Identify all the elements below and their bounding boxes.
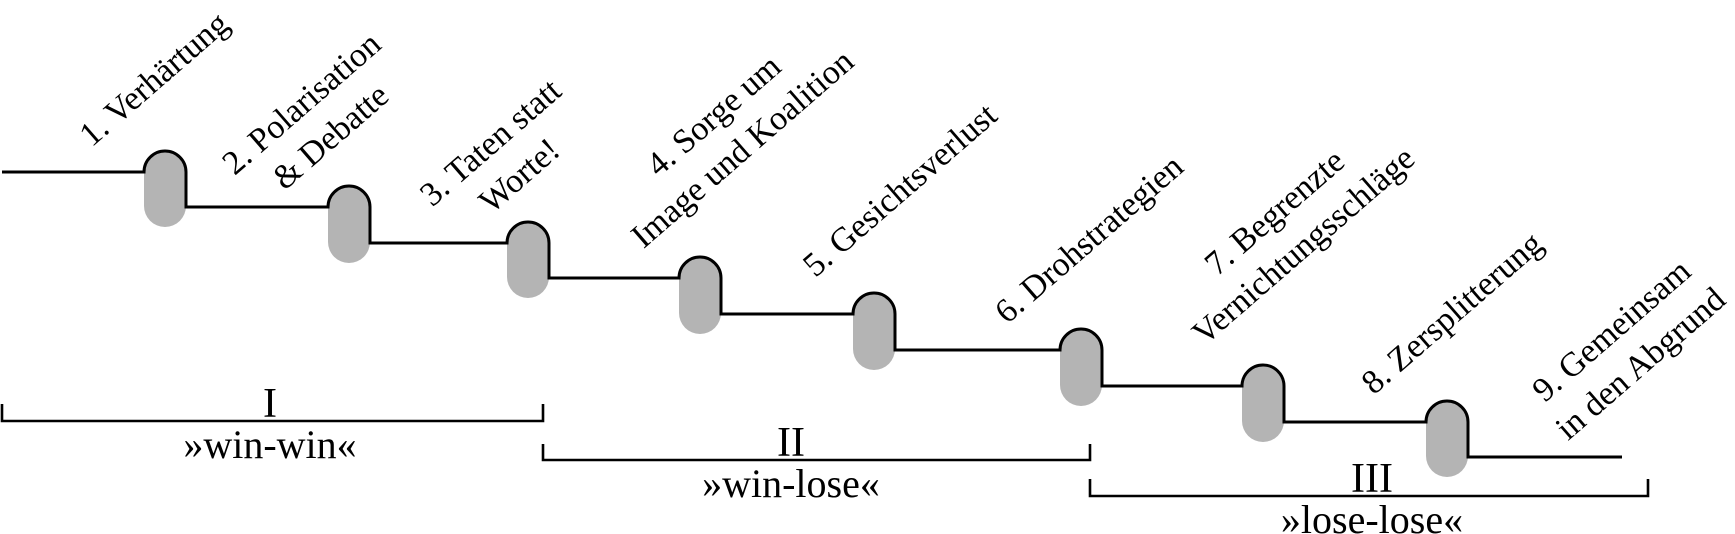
- stage-label-7: 7. BegrenzteVernichtungsschläge: [1157, 107, 1422, 353]
- stage-capsule-1: [144, 151, 186, 227]
- phase-numeral-III: III: [1351, 456, 1393, 502]
- stage-label-9: 9. Gemeinsamin den Abgrund: [1520, 247, 1733, 447]
- stage-capsule-8: [1426, 401, 1468, 477]
- stage-label-1: 1. Verhärtung: [73, 5, 236, 154]
- stage-label-5-line-1: 5. Gesichtsverlust: [796, 96, 1005, 284]
- stage-label-5: 5. Gesichtsverlust: [796, 96, 1005, 284]
- phase-name-II: »win-lose«: [702, 461, 880, 506]
- phase-name-III: »lose-lose«: [1281, 497, 1463, 534]
- stage-label-8-line-1: 8. Zersplitterung: [1355, 225, 1550, 402]
- stage-capsule-6: [1060, 329, 1102, 406]
- phase-name-I: »win-win«: [183, 422, 356, 467]
- staircase-line: [2, 149, 1622, 459]
- phase-bracket-III: [1088, 479, 1650, 498]
- stage-label-6-line-1: 6. Drohstrategien: [988, 148, 1190, 331]
- stage-capsule-7: [1242, 365, 1284, 442]
- stage-capsule-4: [679, 257, 721, 334]
- phase-numeral-I: I: [263, 381, 277, 427]
- stage-label-6: 6. Drohstrategien: [988, 148, 1190, 331]
- stage-label-8: 8. Zersplitterung: [1355, 225, 1550, 402]
- phase-numeral-II: II: [777, 420, 805, 466]
- stage-label-3: 3. Taten stattWorte!: [413, 72, 598, 247]
- stage-capsule-3: [507, 222, 549, 298]
- stage-label-2: 2. Polarisation& Debatte: [216, 25, 417, 215]
- stage-capsule-5: [853, 293, 895, 370]
- stage-label-4: 4. Sorge umImage und Koalition: [596, 10, 862, 256]
- stage-label-1-line-1: 1. Verhärtung: [73, 5, 236, 154]
- stage-capsule-2: [328, 186, 370, 263]
- phase-bracket-II: [541, 444, 1092, 462]
- phase-bracket-I: [0, 404, 545, 423]
